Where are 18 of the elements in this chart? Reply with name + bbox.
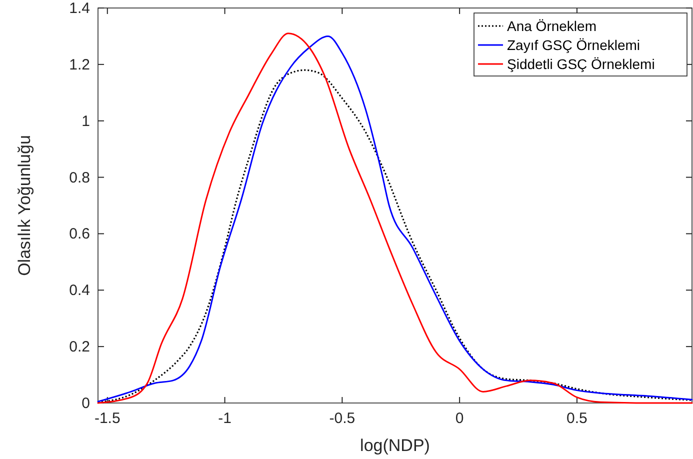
x-axis-title: log(NDP) (360, 436, 430, 455)
legend-label: Zayıf GSÇ Örneklemi (507, 37, 640, 53)
legend-label: Şiddetli GSÇ Örneklemi (507, 56, 655, 72)
x-tick-label: 0.5 (566, 410, 588, 427)
y-tick-label: 0.8 (69, 169, 90, 186)
y-tick-label: 0.4 (69, 282, 90, 300)
x-tick-label: -0.5 (329, 410, 356, 427)
y-tick-label: 1.2 (69, 56, 90, 74)
y-axis-title: Olasılık Yoğunluğu (15, 135, 34, 276)
x-tick-label: -1 (218, 410, 232, 427)
y-tick-label: 0.6 (69, 226, 90, 243)
y-tick-label: 1.4 (69, 0, 90, 17)
y-tick-label: 1 (82, 112, 90, 130)
y-tick-label: 0.2 (69, 338, 90, 356)
x-tick-label: -1.5 (94, 410, 120, 427)
x-tick-label: 0 (455, 410, 464, 427)
y-tick-label: 0 (82, 395, 90, 412)
legend-label: Ana Örneklem (507, 18, 596, 34)
